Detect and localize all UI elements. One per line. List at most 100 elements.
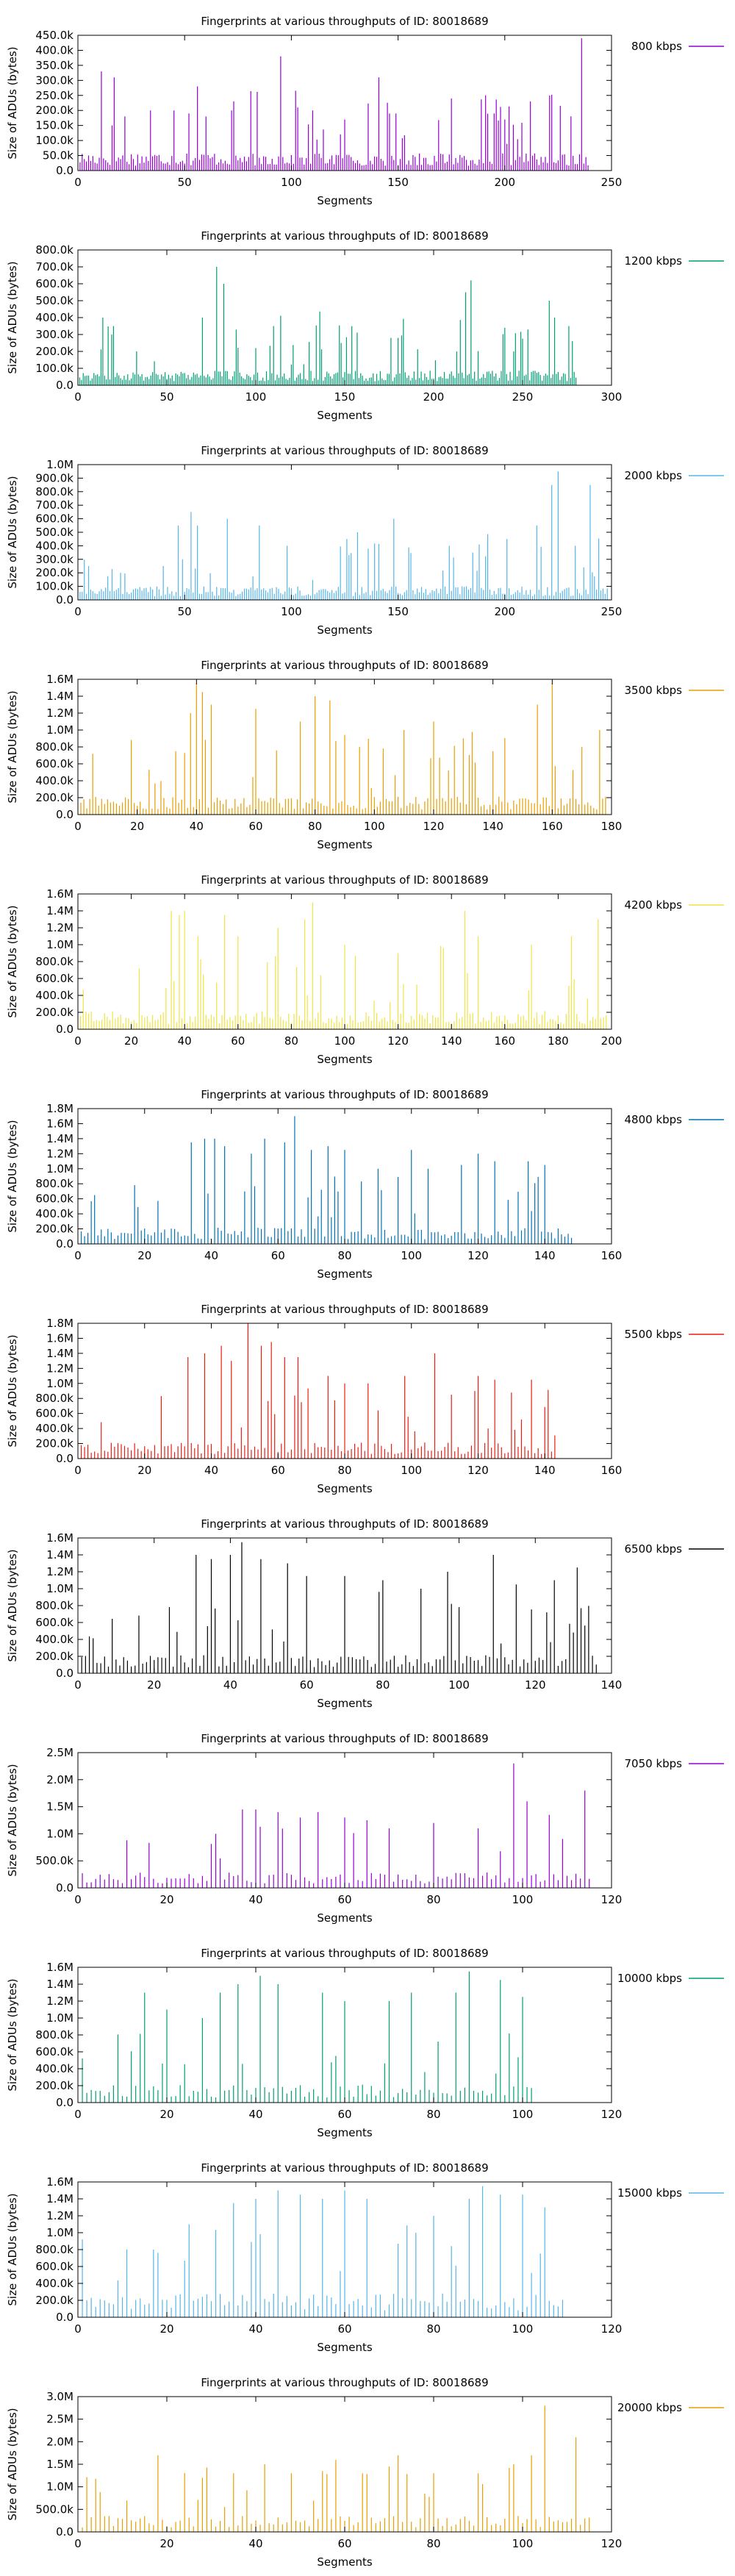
xtick-label: 0 — [74, 1464, 82, 1477]
xtick-label: 40 — [248, 1893, 262, 1906]
xtick-label: 60 — [231, 1034, 245, 1048]
ytick-label: 400.0k — [35, 1422, 74, 1435]
ytick-label: 800.0k — [35, 485, 74, 498]
ytick-label: 0.0 — [56, 2096, 74, 2109]
bars — [80, 1323, 556, 1459]
xtick-label: 140 — [534, 1464, 556, 1477]
ytick-label: 2.5M — [46, 1746, 74, 1759]
xtick-label: 180 — [601, 820, 623, 833]
bars — [82, 2405, 590, 2532]
xtick-label: 20 — [130, 820, 144, 833]
ytick-label: 2.5M — [46, 2413, 74, 2426]
xtick-label: 0 — [74, 390, 82, 404]
xtick-label: 20 — [137, 1464, 151, 1477]
xtick-label: 0 — [74, 2537, 82, 2550]
xtick-label: 50 — [159, 390, 173, 404]
legend-label: 1200 kbps — [625, 254, 683, 268]
chart-title: Fingerprints at various throughputs of I… — [201, 2376, 488, 2389]
chart-panel-11: Fingerprints at various throughputs of I… — [6, 2161, 724, 2354]
xtick-label: 60 — [248, 820, 262, 833]
ytick-label: 2.0M — [46, 1773, 74, 1786]
xtick-label: 120 — [467, 1249, 489, 1262]
xtick-label: 40 — [190, 820, 204, 833]
plot-frame — [77, 249, 612, 386]
xtick-label: 150 — [334, 390, 356, 404]
plot-frame — [77, 464, 612, 601]
ytick-label: 1.2M — [46, 921, 74, 934]
y-axis-label: Size of ADUs (bytes) — [6, 1334, 19, 1447]
ytick-label: 800.0k — [35, 2028, 74, 2042]
xtick-label: 140 — [482, 820, 503, 833]
xtick-label: 100 — [281, 605, 302, 618]
legend-label: 5500 kbps — [625, 1328, 683, 1341]
ytick-label: 100.0k — [35, 134, 74, 147]
xtick-label: 120 — [467, 1464, 489, 1477]
chart-panel-12: Fingerprints at various throughputs of I… — [6, 2376, 724, 2569]
chart-panel-6: Fingerprints at various throughputs of I… — [6, 1088, 724, 1281]
ytick-label: 800.0k — [35, 1177, 74, 1190]
ytick-label: 1.8M — [46, 1317, 74, 1330]
xtick-label: 140 — [534, 1249, 556, 1262]
ytick-label: 300.0k — [35, 553, 74, 566]
x-axis-label: Segments — [317, 2555, 373, 2569]
chart-panel-9: Fingerprints at various throughputs of I… — [6, 1732, 724, 1925]
ytick-label: 800.0k — [35, 243, 74, 257]
xtick-label: 200 — [423, 390, 445, 404]
ytick-label: 600.0k — [35, 1192, 74, 1206]
ytick-label: 1.4M — [46, 1132, 74, 1145]
xtick-label: 100 — [448, 1678, 470, 1692]
xtick-label: 120 — [601, 2322, 623, 2336]
chart-panel-5: Fingerprints at various throughputs of I… — [6, 873, 724, 1066]
xtick-label: 120 — [525, 1678, 546, 1692]
ytick-label: 200.0k — [35, 2294, 74, 2307]
ytick-label: 300.0k — [35, 328, 74, 341]
ytick-label: 800.0k — [35, 740, 74, 754]
ytick-label: 0.0 — [56, 379, 74, 392]
ytick-label: 0.0 — [56, 1023, 74, 1036]
xtick-label: 40 — [204, 1249, 218, 1262]
ytick-label: 600.0k — [35, 2045, 74, 2058]
y-axis-label: Size of ADUs (bytes) — [6, 46, 19, 159]
ytick-label: 800.0k — [35, 955, 74, 968]
ytick-label: 1.0M — [46, 458, 74, 471]
xtick-label: 80 — [426, 2322, 440, 2336]
x-axis-label: Segments — [317, 1697, 373, 1710]
xtick-label: 150 — [387, 605, 409, 618]
xtick-label: 80 — [376, 1678, 390, 1692]
x-axis-label: Segments — [317, 194, 373, 207]
ytick-label: 200.0k — [35, 1006, 74, 1019]
ytick-label: 1.0M — [46, 1377, 74, 1390]
x-axis-label: Segments — [317, 2341, 373, 2354]
ytick-label: 1.6M — [46, 1117, 74, 1130]
chart-panel-1: Fingerprints at various throughputs of I… — [6, 15, 724, 207]
legend-label: 2000 kbps — [625, 469, 683, 482]
xtick-label: 40 — [248, 2537, 262, 2550]
x-axis-label: Segments — [317, 409, 373, 422]
xtick-label: 200 — [494, 176, 515, 189]
xtick-label: 0 — [74, 1893, 82, 1906]
xtick-label: 50 — [178, 605, 192, 618]
chart-panel-4: Fingerprints at various throughputs of I… — [6, 659, 724, 851]
bars — [82, 1971, 532, 2103]
xtick-label: 0 — [74, 2108, 82, 2121]
xtick-label: 0 — [74, 1249, 82, 1262]
ytick-label: 400.0k — [35, 43, 74, 57]
ytick-label: 350.0k — [35, 59, 74, 72]
x-axis-label: Segments — [317, 2126, 373, 2139]
ytick-label: 800.0k — [35, 1392, 74, 1405]
bars — [80, 1116, 573, 1244]
ytick-label: 400.0k — [35, 2277, 74, 2290]
ytick-label: 1.6M — [46, 1961, 74, 1974]
chart-title: Fingerprints at various throughputs of I… — [201, 229, 488, 243]
xtick-label: 60 — [337, 2537, 351, 2550]
xtick-label: 200 — [601, 1034, 623, 1048]
xtick-label: 60 — [337, 2108, 351, 2121]
xtick-label: 20 — [159, 2322, 173, 2336]
xtick-label: 160 — [601, 1464, 623, 1477]
ytick-label: 1.2M — [46, 1362, 74, 1375]
ytick-label: 2.0M — [46, 2435, 74, 2448]
y-axis-label: Size of ADUs (bytes) — [6, 2408, 19, 2520]
ytick-label: 1.4M — [46, 1548, 74, 1561]
legend-label: 4200 kbps — [625, 898, 683, 912]
chart-title: Fingerprints at various throughputs of I… — [201, 1947, 488, 1960]
